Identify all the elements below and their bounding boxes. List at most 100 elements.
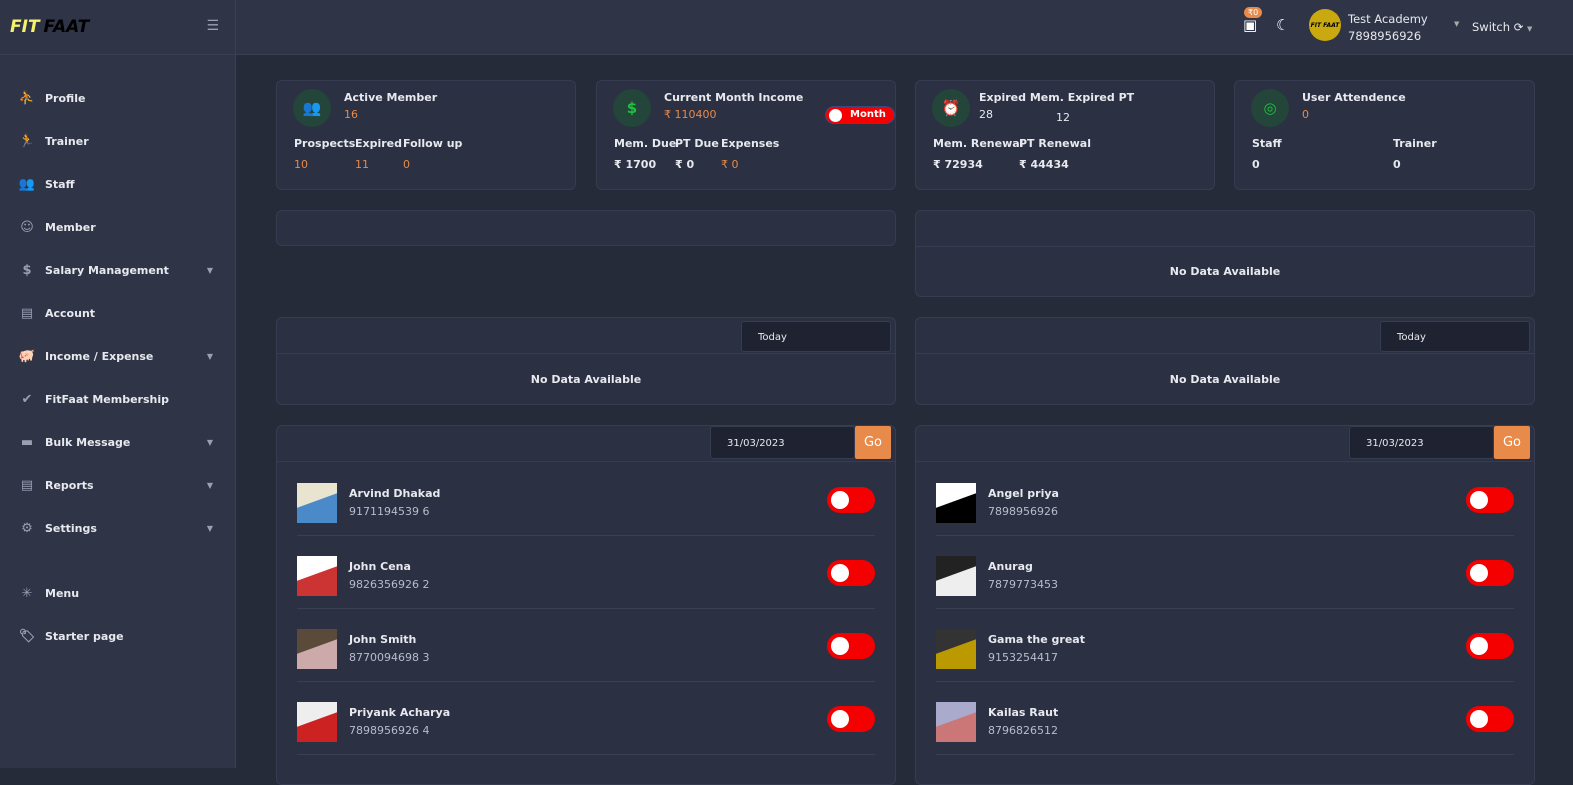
pt-renewal-value: ₹ 44434 bbox=[1019, 158, 1069, 171]
card-value: 0 bbox=[1302, 108, 1309, 121]
sidebar-item-label: Profile bbox=[45, 92, 86, 105]
snowflake-icon: ✳ bbox=[21, 586, 33, 601]
chevron-down-icon[interactable]: ▼ bbox=[1454, 20, 1460, 28]
sidebar-item-label: Account bbox=[45, 307, 96, 320]
card-title: Expired Mem. Expired PT bbox=[979, 91, 1135, 104]
wallet-icon[interactable]: ▣ bbox=[1243, 16, 1258, 34]
expenses-value: ₹ 0 bbox=[721, 158, 739, 171]
member-name: Priyank Acharya bbox=[349, 706, 451, 719]
trainer-value: 0 bbox=[1393, 158, 1401, 171]
dollar-icon: $ bbox=[613, 89, 651, 127]
status-toggle[interactable] bbox=[827, 706, 875, 732]
empty-panel bbox=[276, 210, 896, 246]
today-panel: Today No Data Available bbox=[915, 317, 1535, 405]
logo-text: FAAT bbox=[43, 17, 90, 37]
followup-label: Follow up bbox=[403, 137, 463, 150]
status-toggle[interactable] bbox=[1466, 706, 1514, 732]
card-value: ₹ 110400 bbox=[664, 108, 717, 121]
member-photo bbox=[297, 556, 337, 596]
sidebar-item-reports[interactable]: ▤ Reports ▼ bbox=[0, 464, 235, 507]
yoga-icon: ⛹ bbox=[18, 91, 36, 106]
sidebar-item-starter-page[interactable]: 🏷 Starter page bbox=[0, 615, 235, 658]
pt-due-label: PT Due bbox=[675, 137, 719, 150]
alarm-off-icon: ⏰ bbox=[932, 89, 970, 127]
member-phone: 9826356926 2 bbox=[349, 578, 430, 591]
avatar[interactable]: FIT FAAT bbox=[1309, 9, 1341, 41]
moon-icon[interactable]: ☾ bbox=[1276, 16, 1290, 34]
member-name: Anurag bbox=[988, 560, 1033, 573]
academy-name: Test Academy bbox=[1348, 12, 1428, 26]
status-toggle[interactable] bbox=[827, 560, 875, 586]
prospects-value: 10 bbox=[294, 158, 308, 171]
sidebar-item-profile[interactable]: ⛹ Profile bbox=[0, 77, 235, 120]
account-info[interactable]: Test Academy 7898956926 bbox=[1348, 11, 1428, 45]
sidebar-item-salary-management[interactable]: $ Salary Management ▼ bbox=[0, 249, 235, 292]
expired-mem-value: 28 bbox=[979, 108, 993, 121]
list-item: John Cena 9826356926 2 bbox=[297, 536, 875, 609]
right-member-panel: 31/03/2023 Go Angel priya 7898956926 Anu… bbox=[915, 425, 1535, 785]
status-toggle[interactable] bbox=[827, 633, 875, 659]
sidebar-item-bulk-message[interactable]: ▬ Bulk Message ▼ bbox=[0, 421, 235, 464]
mem-due-value: ₹ 1700 bbox=[614, 158, 657, 171]
member-phone: 7898956926 bbox=[988, 505, 1058, 518]
card-title: Active Member bbox=[344, 91, 438, 104]
attendance-card: ◎ User Attendence 0 Staff 0 Trainer 0 bbox=[1234, 80, 1535, 190]
sidebar-item-trainer[interactable]: 🏃 Trainer bbox=[0, 120, 235, 163]
panel-header: 31/03/2023 Go bbox=[916, 426, 1534, 462]
sidebar-item-account[interactable]: ▤ Account bbox=[0, 292, 235, 335]
member-photo bbox=[297, 483, 337, 523]
prospects-label: Prospects bbox=[294, 137, 356, 150]
switch-label: Switch bbox=[1472, 20, 1511, 34]
mem-renewal-value: ₹ 72934 bbox=[933, 158, 983, 171]
go-button[interactable]: Go bbox=[1494, 426, 1530, 459]
period-select[interactable]: Today bbox=[741, 321, 891, 352]
no-data-text: No Data Available bbox=[530, 373, 642, 386]
logo[interactable]: FIT FAAT ☰ bbox=[0, 0, 235, 55]
pt-renewal-label: PT Renewal bbox=[1019, 137, 1091, 150]
member-name: Angel priya bbox=[988, 487, 1059, 500]
sidebar-item-settings[interactable]: ⚙ Settings ▼ bbox=[0, 507, 235, 550]
member-photo bbox=[936, 629, 976, 669]
panel-header: Today bbox=[277, 318, 895, 354]
sidebar-item-member[interactable]: ☺ Member bbox=[0, 206, 235, 249]
member-name: Gama the great bbox=[988, 633, 1085, 646]
member-photo bbox=[297, 702, 337, 742]
status-toggle[interactable] bbox=[1466, 487, 1514, 513]
expired-pt-value: 12 bbox=[1056, 111, 1070, 124]
status-toggle[interactable] bbox=[1466, 633, 1514, 659]
sidebar-item-label: Settings bbox=[45, 522, 97, 535]
date-input[interactable]: 31/03/2023 bbox=[710, 426, 855, 459]
sidebar-item-label: FitFaat Membership bbox=[45, 393, 169, 406]
period-select[interactable]: Today bbox=[1380, 321, 1530, 352]
sidebar-item-fitfaat-membership[interactable]: ✔ FitFaat Membership bbox=[0, 378, 235, 421]
sidebar-item-menu[interactable]: ✳ Menu bbox=[0, 572, 235, 615]
list-item: Anurag 7879773453 bbox=[936, 536, 1514, 609]
staff-icon: 👥 bbox=[18, 177, 36, 192]
switch-button[interactable]: Switch ⟳ ▼ bbox=[1472, 20, 1532, 34]
sidebar-item-label: Menu bbox=[45, 587, 80, 600]
member-phone: 9171194539 6 bbox=[349, 505, 430, 518]
sidebar-item-income-expense[interactable]: 🐖 Income / Expense ▼ bbox=[0, 335, 235, 378]
list-item: Gama the great 9153254417 bbox=[936, 609, 1514, 682]
date-input[interactable]: 31/03/2023 bbox=[1349, 426, 1494, 459]
trainer-label: Trainer bbox=[1393, 137, 1437, 150]
sidebar-item-staff[interactable]: 👥 Staff bbox=[0, 163, 235, 206]
sidebar-item-label: Reports bbox=[45, 479, 94, 492]
sidebar-item-label: Salary Management bbox=[45, 264, 169, 277]
chevron-down-icon: ▼ bbox=[206, 481, 213, 490]
fingerprint-icon: ◎ bbox=[1251, 89, 1289, 127]
member-phone: 9153254417 bbox=[988, 651, 1058, 664]
chevron-down-icon: ▼ bbox=[206, 438, 213, 447]
go-button[interactable]: Go bbox=[855, 426, 891, 459]
status-toggle[interactable] bbox=[1466, 560, 1514, 586]
sidebar-item-label: Trainer bbox=[45, 135, 89, 148]
member-name: Arvind Dhakad bbox=[349, 487, 441, 500]
status-toggle[interactable] bbox=[827, 487, 875, 513]
academy-phone: 7898956926 bbox=[1348, 29, 1422, 43]
menu-collapse-icon[interactable]: ☰ bbox=[206, 18, 219, 34]
sidebar-item-label: Bulk Message bbox=[45, 436, 131, 449]
month-toggle[interactable]: Month bbox=[825, 106, 895, 124]
chevron-down-icon: ▼ bbox=[206, 266, 213, 275]
left-member-panel: 31/03/2023 Go Arvind Dhakad 9171194539 6… bbox=[276, 425, 896, 785]
member-photo bbox=[936, 483, 976, 523]
